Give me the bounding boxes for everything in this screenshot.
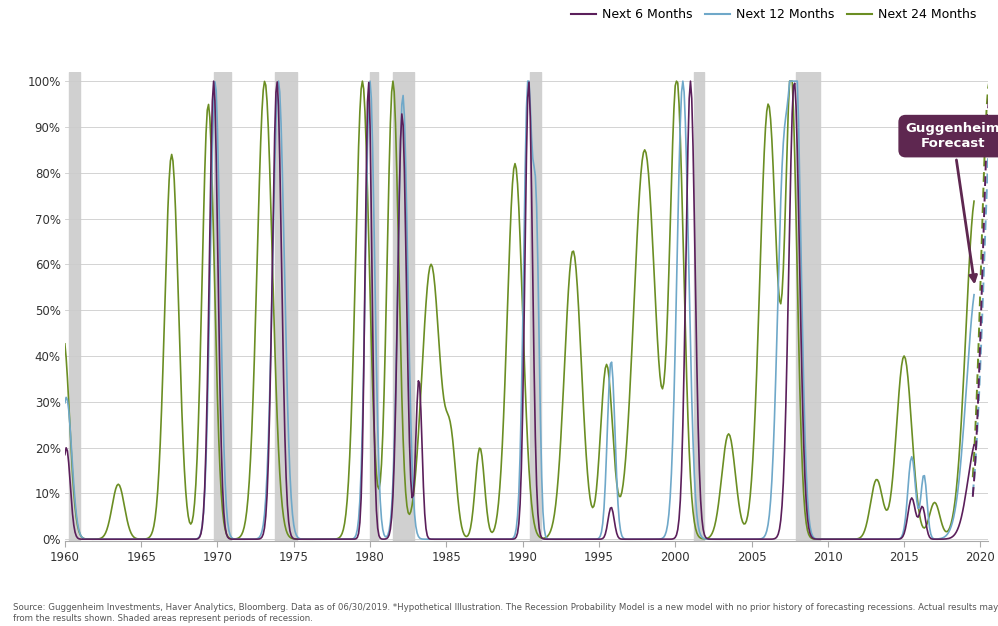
Bar [214,72,232,541]
Bar [370,72,377,541]
Text: Source: Guggenheim Investments, Haver Analytics, Bloomberg. Data as of 06/30/201: Source: Guggenheim Investments, Haver An… [13,603,998,623]
Bar [694,72,705,541]
Text: Guggenheim
Forecast: Guggenheim Forecast [905,122,998,282]
Bar [795,72,820,541]
Text: Model Based Recession Probability: Model Based Recession Probability [10,17,363,35]
Bar [274,72,296,541]
Bar [530,72,541,541]
Bar [393,72,414,541]
Bar [69,72,80,541]
Legend: Next 6 Months, Next 12 Months, Next 24 Months: Next 6 Months, Next 12 Months, Next 24 M… [566,3,982,26]
